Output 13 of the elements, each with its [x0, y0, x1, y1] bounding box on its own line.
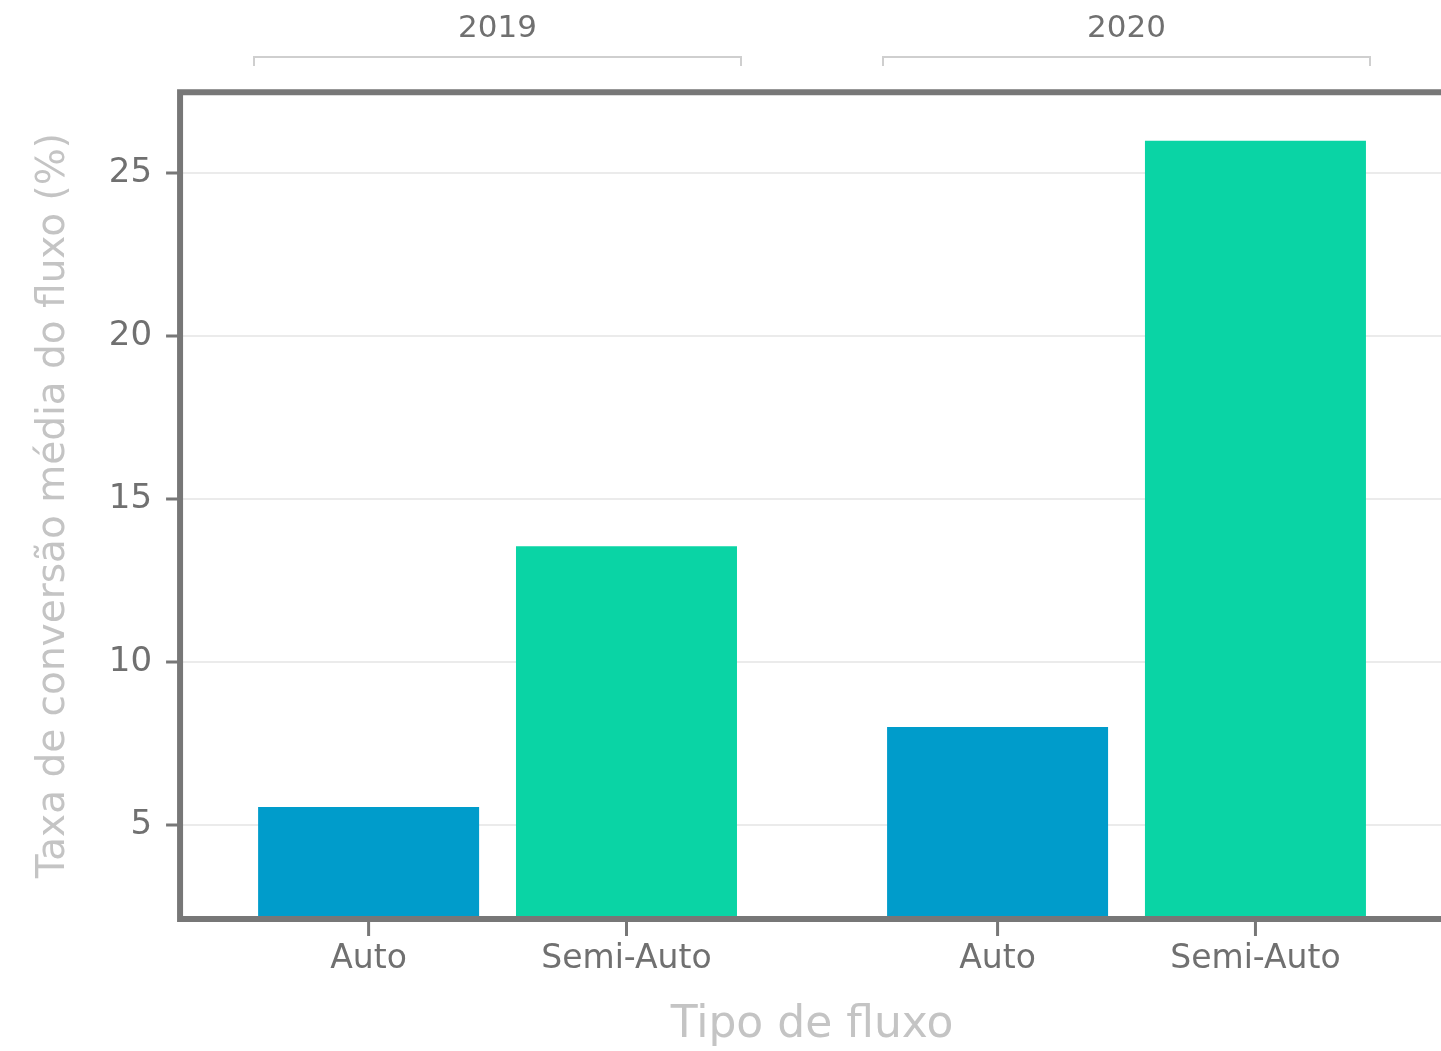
- series-label: Semi-Auto: [541, 936, 712, 976]
- text: Auto: [959, 936, 1036, 976]
- y-tick-label: 15: [108, 475, 153, 516]
- text: Semi-Auto: [1170, 936, 1341, 976]
- y-tick-label: 25: [108, 150, 153, 191]
- y-tick-label: 20: [108, 313, 153, 354]
- series-label: Auto: [330, 936, 407, 976]
- y-tick-label: 5: [130, 801, 153, 842]
- x-tick-label: 2020: [1087, 7, 1166, 44]
- y-axis-title: Taxa de conversão média do fluxo (%): [27, 133, 73, 880]
- y-tick-label: 10: [108, 638, 153, 679]
- x-axis-title: Tipo de fluxo: [669, 996, 954, 1048]
- x-tick-label: 2019: [458, 7, 537, 44]
